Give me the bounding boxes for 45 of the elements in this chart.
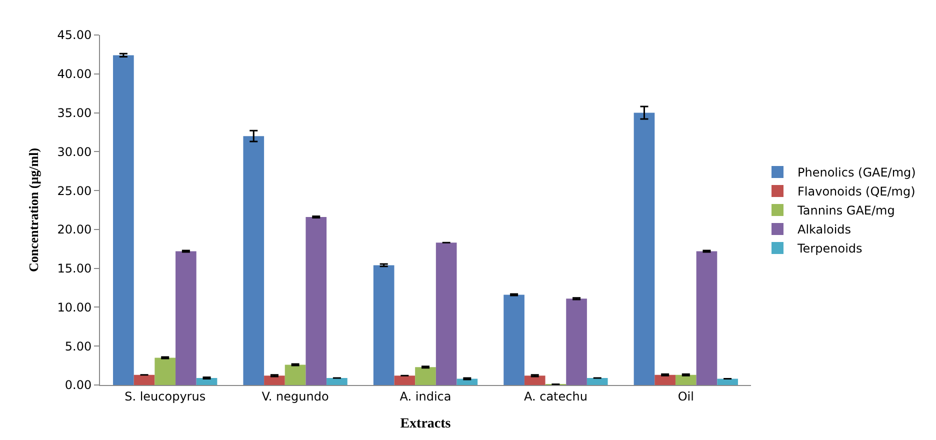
- y-tick-label: 25.00: [57, 184, 92, 198]
- bar: [196, 378, 218, 385]
- legend-label: Terpenoids: [796, 242, 862, 256]
- legend-label: Flavonoids (QE/mg): [798, 184, 916, 199]
- bar: [373, 265, 394, 385]
- bar: [436, 242, 457, 385]
- bar: [326, 378, 348, 385]
- y-tick-label: 30.00: [57, 144, 92, 159]
- bar: [524, 376, 546, 385]
- y-tick-label: 45.00: [57, 28, 92, 42]
- bar: [566, 298, 587, 385]
- y-tick-label: 15.00: [57, 262, 92, 276]
- bar: [264, 376, 285, 385]
- bar: [176, 251, 196, 385]
- bar: [284, 364, 306, 385]
- bar: [654, 374, 676, 385]
- x-tick-label: A. catechu: [524, 389, 588, 404]
- bar: [134, 374, 155, 385]
- x-axis-title: Extracts: [400, 416, 452, 432]
- y-tick-label: 20.00: [57, 222, 92, 237]
- bar: [243, 136, 264, 385]
- bar: [415, 367, 436, 385]
- bar: [394, 376, 416, 385]
- x-tick-label: Oil: [678, 389, 694, 404]
- legend-label: Phenolics (GAE/mg): [798, 166, 916, 180]
- x-tick-label: S. leucopyrus: [124, 389, 206, 404]
- x-tick-label: V. negundo: [262, 389, 329, 404]
- bar: [586, 378, 608, 385]
- y-axis-title: Concentration (µg/ml): [26, 148, 42, 272]
- bar: [696, 251, 718, 385]
- x-tick-label: A. indica: [400, 389, 452, 404]
- y-tick-label: 35.00: [57, 106, 92, 120]
- legend-label: Tannins GAE/mg: [796, 204, 895, 218]
- bar: [504, 294, 524, 385]
- y-tick-label: 40.00: [57, 67, 92, 82]
- bar: [675, 374, 696, 385]
- bar: [154, 358, 176, 385]
- bar: [306, 217, 327, 385]
- bar: [113, 55, 134, 385]
- y-tick-label: 10.00: [57, 300, 92, 314]
- y-tick-label: 0.00: [64, 378, 92, 392]
- bar: [634, 112, 655, 385]
- legend-label: Alkaloids: [798, 222, 852, 237]
- bar: [717, 378, 738, 385]
- y-tick-label: 5.00: [64, 339, 92, 354]
